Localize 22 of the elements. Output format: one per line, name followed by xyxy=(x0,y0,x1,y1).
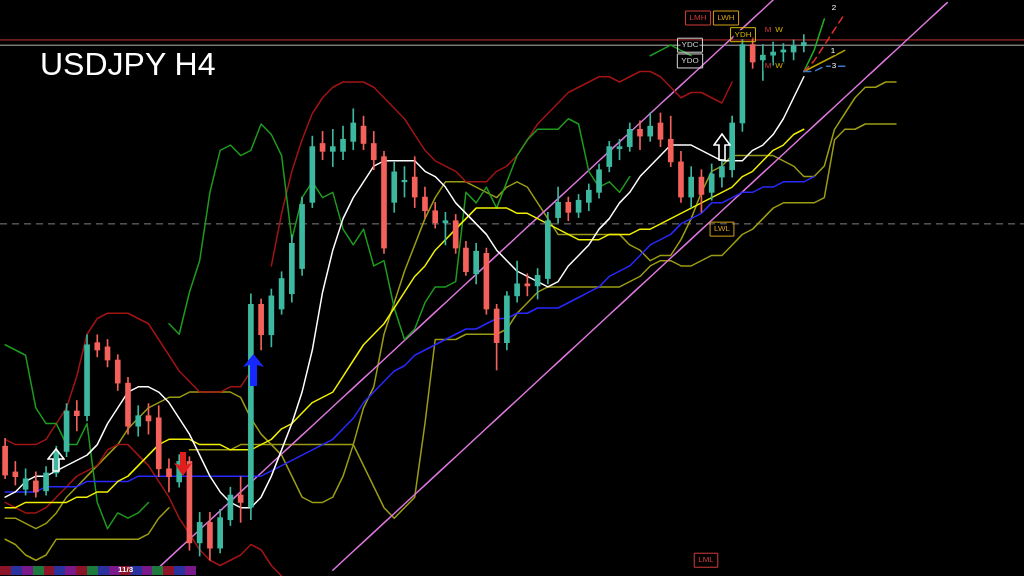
text: W xyxy=(775,25,784,35)
annotation: LML xyxy=(698,555,715,565)
text: LMH xyxy=(689,13,707,23)
annotation: 3 xyxy=(831,61,837,71)
text: LWH xyxy=(717,13,735,23)
candlestick xyxy=(73,400,80,432)
chart-title: USDJPY H4 xyxy=(40,46,216,82)
annotation: YDC xyxy=(681,40,699,50)
annotation: YDH xyxy=(734,29,752,39)
annotation: M xyxy=(764,61,772,71)
annotation: 1 xyxy=(830,45,836,55)
text: M xyxy=(764,25,772,35)
annotation: W xyxy=(775,61,784,71)
candlestick xyxy=(770,41,776,66)
candlestick xyxy=(760,44,766,81)
candlestick xyxy=(637,120,643,151)
text: 2 xyxy=(831,3,837,13)
annotation: YDO xyxy=(681,56,699,66)
annotation: LWL xyxy=(714,224,731,234)
block-strip: 11/3 xyxy=(0,566,196,575)
candlestick xyxy=(801,34,807,53)
candlestick xyxy=(329,128,336,167)
